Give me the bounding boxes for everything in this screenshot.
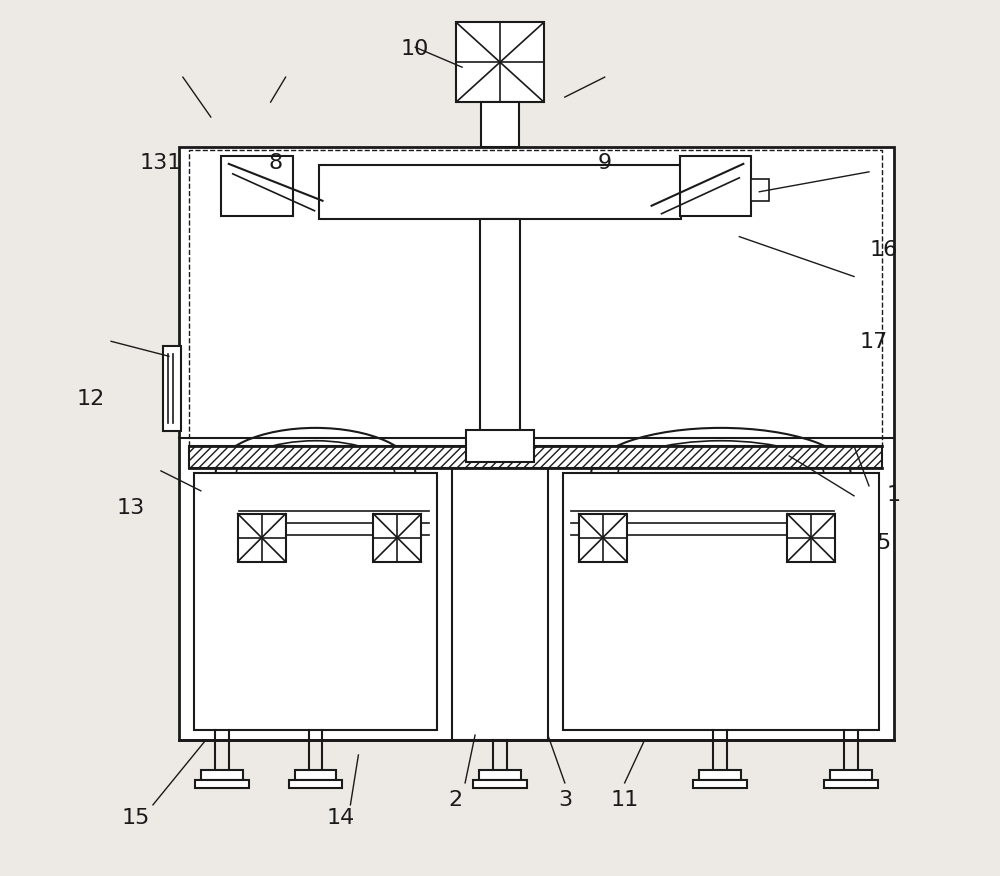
Bar [481, 102, 519, 147]
Text: 15: 15 [122, 808, 150, 828]
Text: 14: 14 [326, 808, 355, 828]
Text: 13: 13 [117, 498, 145, 518]
Text: 17: 17 [860, 332, 888, 352]
Text: 1: 1 [887, 484, 901, 505]
Bar [295, 770, 336, 780]
Text: 12: 12 [77, 389, 105, 409]
Bar [699, 770, 741, 780]
Bar [830, 770, 872, 780]
Bar [466, 430, 534, 462]
Bar [479, 770, 521, 780]
Bar [289, 780, 342, 788]
Bar [373, 513, 421, 562]
Bar [693, 780, 747, 788]
Text: 5: 5 [877, 533, 891, 553]
Text: 8: 8 [269, 153, 283, 173]
Bar [189, 150, 882, 446]
Bar [195, 780, 249, 788]
Text: 2: 2 [448, 790, 462, 810]
Bar [189, 446, 882, 468]
Bar [194, 473, 437, 730]
Text: 11: 11 [611, 790, 639, 810]
Bar [563, 473, 879, 730]
Bar [473, 780, 527, 788]
Bar [787, 513, 835, 562]
Text: 131: 131 [140, 153, 182, 173]
Bar [201, 770, 243, 780]
Bar [579, 513, 627, 562]
Bar [452, 468, 548, 740]
Text: 10: 10 [401, 39, 429, 60]
Bar [238, 513, 286, 562]
Bar [456, 22, 544, 102]
Text: 3: 3 [558, 790, 572, 810]
Bar [163, 346, 181, 431]
Bar [319, 165, 681, 219]
Bar [179, 147, 894, 740]
Bar [680, 156, 751, 215]
Bar [221, 156, 293, 215]
Bar [824, 780, 878, 788]
Bar [751, 179, 769, 201]
Bar [480, 219, 520, 441]
Text: 9: 9 [598, 153, 612, 173]
Text: 16: 16 [870, 240, 898, 260]
